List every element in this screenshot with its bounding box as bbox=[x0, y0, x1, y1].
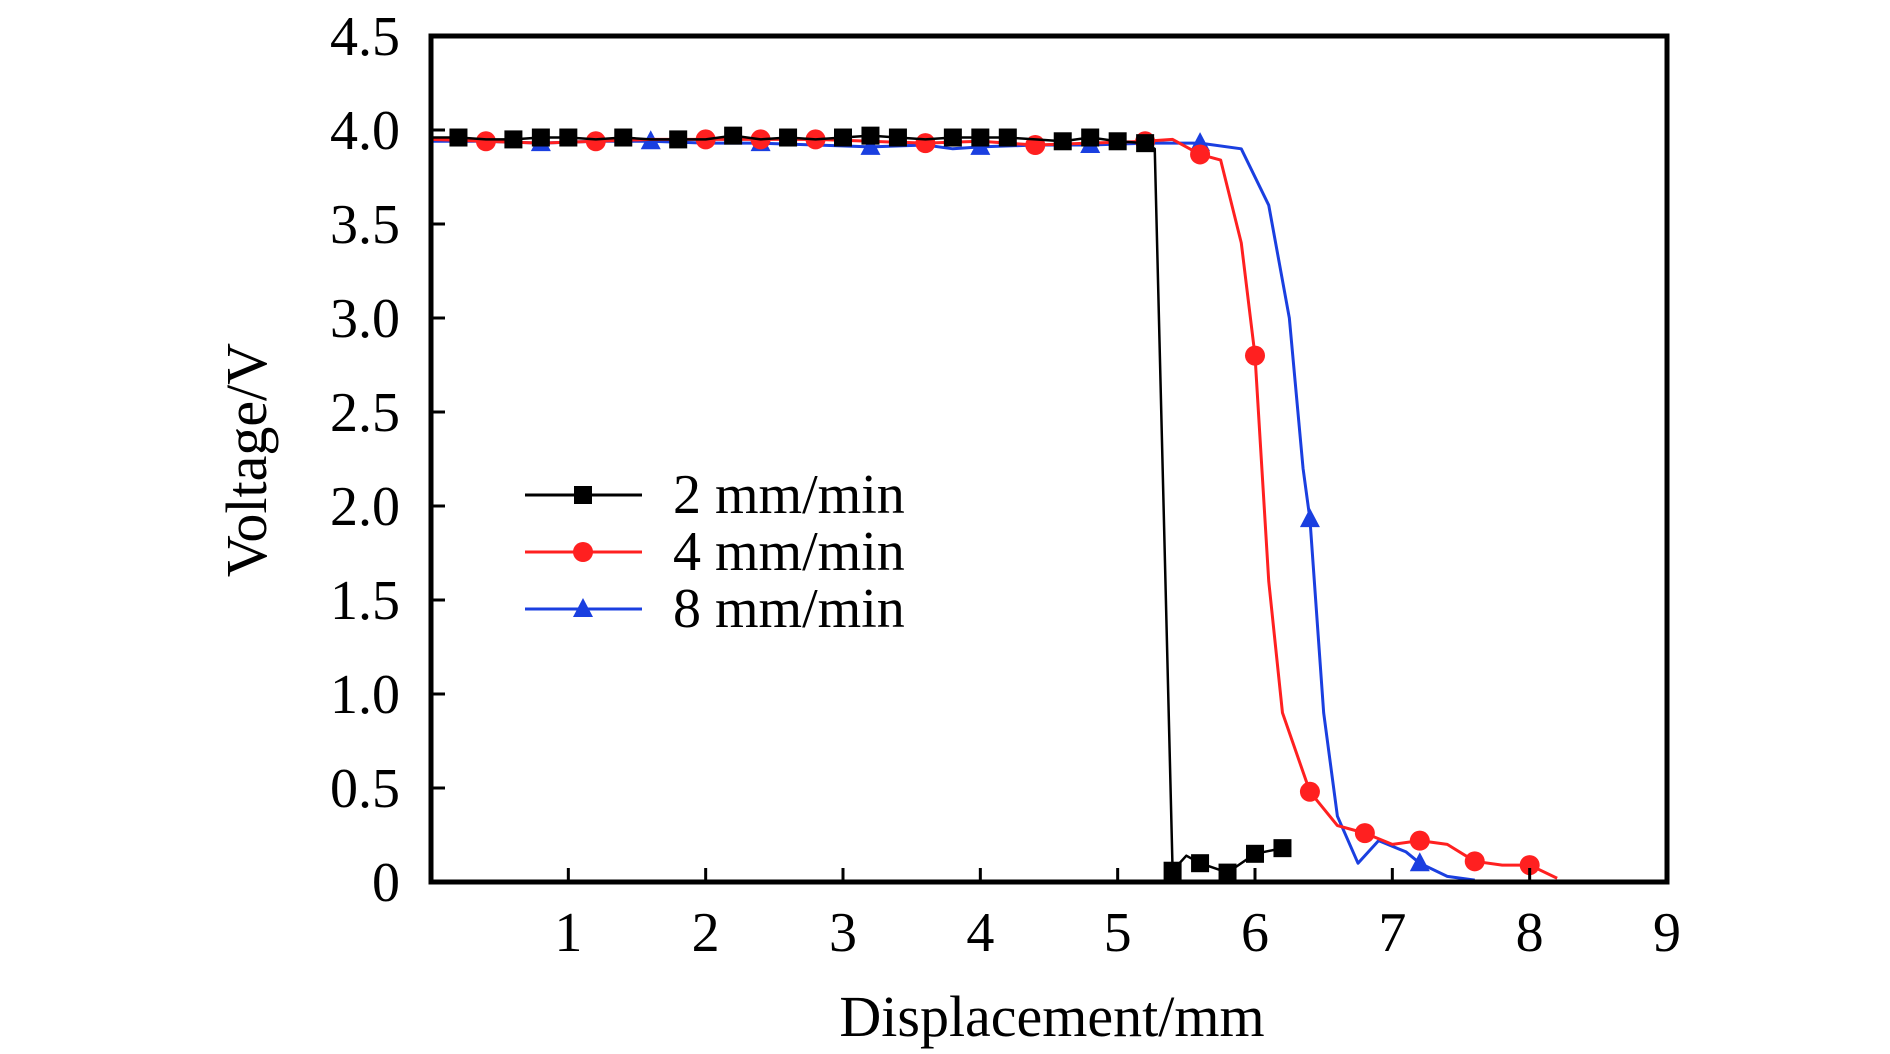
square-marker bbox=[834, 128, 852, 147]
circle-marker bbox=[573, 542, 593, 562]
circle-marker bbox=[1190, 144, 1211, 165]
square-marker bbox=[943, 128, 962, 147]
square-marker bbox=[1273, 839, 1292, 858]
square-marker bbox=[1136, 134, 1155, 153]
square-marker bbox=[1191, 854, 1210, 873]
legend-label: 2 mm/min bbox=[673, 464, 905, 526]
square-marker bbox=[574, 486, 592, 504]
y-axis-title: Voltage/V bbox=[214, 343, 279, 577]
square-marker bbox=[971, 128, 990, 147]
square-marker bbox=[504, 130, 523, 149]
legend-entry: 4 mm/min bbox=[525, 521, 905, 583]
circle-marker bbox=[585, 131, 606, 152]
circle-marker bbox=[1245, 345, 1265, 366]
square-marker bbox=[1246, 844, 1264, 863]
y-tick-label: 1.5 bbox=[330, 570, 400, 632]
circle-marker bbox=[1409, 830, 1430, 851]
y-tick-label: 1.0 bbox=[330, 664, 400, 726]
x-tick-label: 8 bbox=[1516, 902, 1544, 964]
x-tick-label: 2 bbox=[692, 902, 720, 964]
series-4-mm-min bbox=[430, 129, 1558, 880]
x-tick-label: 5 bbox=[1104, 902, 1132, 964]
square-marker bbox=[779, 128, 798, 147]
square-marker bbox=[888, 128, 907, 147]
legend-label: 8 mm/min bbox=[673, 578, 905, 640]
y-tick-label: 0 bbox=[372, 852, 400, 914]
triangle-marker bbox=[1299, 508, 1320, 528]
x-tick-label: 7 bbox=[1378, 902, 1406, 964]
x-axis-title: Displacement/mm bbox=[839, 984, 1264, 1049]
legend-label: 4 mm/min bbox=[673, 521, 905, 583]
circle-marker bbox=[1299, 781, 1320, 802]
y-tick-label: 3.0 bbox=[330, 288, 400, 350]
x-tick-label: 6 bbox=[1241, 902, 1269, 964]
square-marker bbox=[1081, 128, 1100, 147]
y-tick-label: 2.5 bbox=[330, 382, 400, 444]
square-marker bbox=[531, 128, 550, 147]
series-2-mm-min bbox=[431, 126, 1292, 882]
square-marker bbox=[1218, 863, 1237, 882]
square-marker bbox=[559, 128, 578, 147]
x-tick-label: 4 bbox=[966, 902, 994, 964]
y-tick-label: 3.5 bbox=[330, 194, 400, 256]
square-marker bbox=[724, 126, 743, 145]
series-line bbox=[431, 139, 1475, 882]
x-tick-label: 1 bbox=[554, 902, 582, 964]
circle-marker bbox=[1519, 855, 1540, 876]
square-marker bbox=[614, 128, 633, 147]
y-tick-label: 0.5 bbox=[330, 758, 400, 820]
square-marker bbox=[449, 128, 468, 147]
triangle-marker bbox=[860, 135, 881, 155]
circle-marker bbox=[915, 133, 936, 154]
x-tick-label: 9 bbox=[1653, 902, 1681, 964]
y-tick-label: 4.0 bbox=[330, 100, 400, 162]
square-marker bbox=[1163, 861, 1182, 880]
series-8-mm-min bbox=[431, 130, 1475, 882]
ticks-layer: 1 2 3 4 5 6 7 8 9 0 0.5 1.0 1.5 2.0 2.5 3.0 3.5 4.0 4.5 bbox=[330, 6, 1681, 964]
series-line bbox=[430, 137, 1558, 880]
square-marker bbox=[669, 130, 688, 149]
square-marker bbox=[1053, 132, 1072, 151]
circle-marker bbox=[475, 131, 496, 152]
square-marker bbox=[861, 126, 880, 145]
legend-entry: 2 mm/min bbox=[525, 464, 905, 526]
y-tick-label: 2.0 bbox=[330, 476, 400, 538]
series-line bbox=[431, 134, 1283, 874]
circle-marker bbox=[1354, 823, 1375, 844]
square-marker bbox=[1108, 132, 1127, 151]
circle-marker bbox=[1464, 851, 1485, 872]
x-tick-label: 3 bbox=[829, 902, 857, 964]
triangle-marker bbox=[573, 598, 593, 617]
legend-entry: 8 mm/min bbox=[525, 578, 905, 640]
y-tick-label: 4.5 bbox=[330, 6, 400, 68]
triangle-marker bbox=[1409, 852, 1430, 872]
plot-frame bbox=[428, 33, 1670, 885]
series-layer bbox=[430, 126, 1558, 882]
square-marker bbox=[998, 128, 1017, 147]
